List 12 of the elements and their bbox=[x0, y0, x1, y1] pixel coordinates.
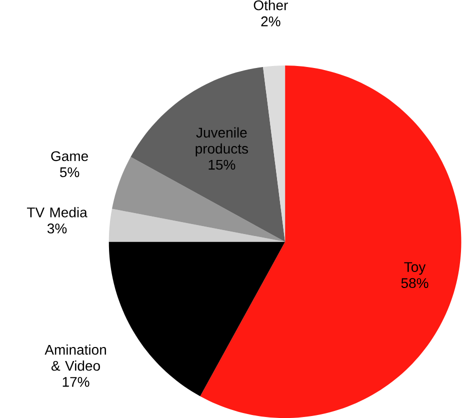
data-label: 58% bbox=[401, 278, 428, 288]
data-label: 2% bbox=[261, 16, 280, 26]
data-label: 15% bbox=[208, 160, 236, 170]
data-label: 3% bbox=[47, 223, 67, 234]
slice-label: Amination & Video bbox=[44, 344, 106, 371]
slice-label: Other bbox=[254, 0, 288, 10]
slice-label: Juvenile products bbox=[196, 127, 248, 156]
slice-label: Toy bbox=[404, 262, 426, 275]
slice-label: TV Media bbox=[27, 207, 88, 218]
data-label: 17% bbox=[62, 376, 90, 387]
slice-label: Game bbox=[51, 151, 88, 162]
data-label: 5% bbox=[60, 167, 80, 178]
